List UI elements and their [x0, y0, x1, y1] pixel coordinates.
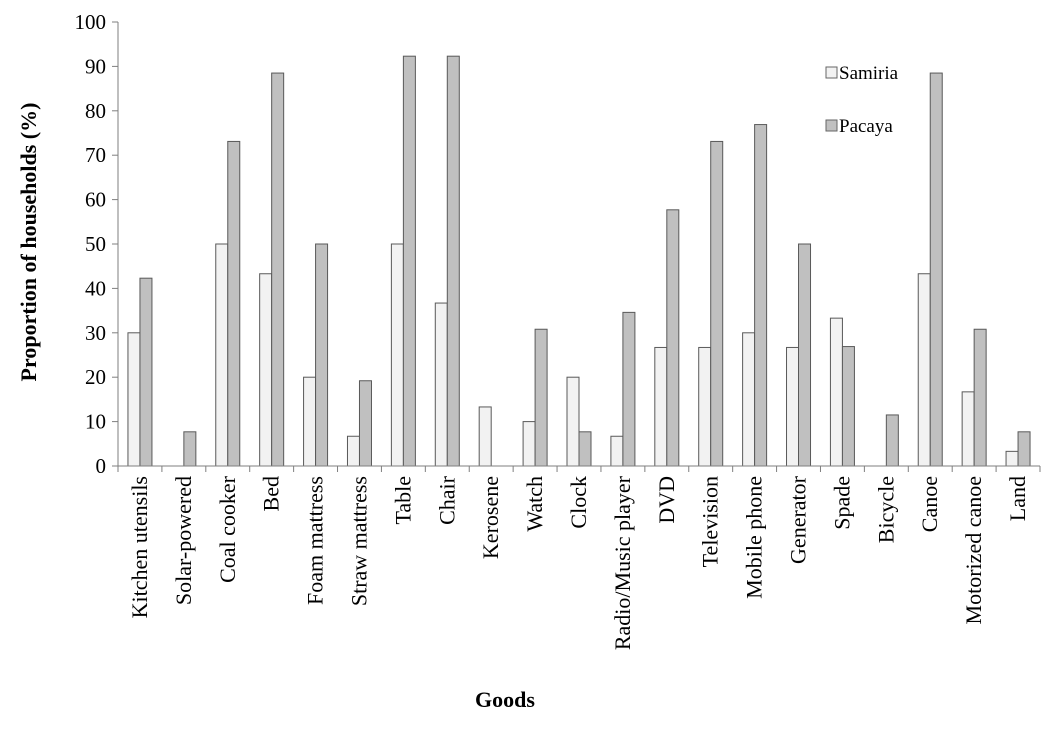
x-tick-label-spade: Spade: [829, 476, 854, 530]
bar-pacaya-bicycle: [885, 414, 899, 467]
y-tick-label: 80: [85, 99, 106, 123]
x-tick-label-coal-cooker: Coal cooker: [215, 475, 240, 583]
x-tick-label-television: Television: [698, 476, 723, 567]
legend-label-samiria: Samiria: [839, 63, 899, 84]
bar-pacaya-motorized-canoe: [973, 328, 987, 467]
bar-samiria-bed: [259, 273, 273, 467]
y-tick-label: 70: [85, 143, 106, 167]
y-tick-label: 20: [85, 365, 106, 389]
bar-pacaya-dvd: [666, 209, 680, 467]
x-tick-label-chair: Chair: [434, 475, 459, 525]
x-axis-title: Goods: [475, 687, 535, 712]
bar-pacaya-mobile-phone: [754, 124, 768, 467]
bar-samiria-canoe: [917, 273, 931, 467]
y-tick-label: 30: [85, 321, 106, 345]
bar-samiria-table: [390, 243, 404, 467]
x-axis-labels: Kitchen utensils Solar-powered Coal cooker…: [127, 475, 1030, 650]
bar-pacaya-land: [1017, 431, 1031, 467]
x-tick-label-canoe: Canoe: [917, 476, 942, 532]
bar-samiria-radio-music-player: [610, 435, 624, 467]
y-tick-label: 10: [85, 410, 106, 434]
y-tick-label: 40: [85, 276, 106, 300]
legend-swatch-samiria: [825, 66, 838, 79]
bar-samiria-generator: [786, 346, 800, 467]
x-tick-label-mobile-phone: Mobile phone: [742, 476, 767, 599]
y-tick-label: 60: [85, 188, 106, 212]
bar-samiria-television: [698, 346, 712, 467]
bar-pacaya-solar-powered: [183, 431, 197, 467]
bars: [127, 55, 1031, 467]
bar-pacaya-clock: [578, 431, 592, 467]
bar-samiria-mobile-phone: [742, 332, 756, 467]
legend: Samiria Pacaya: [825, 63, 899, 137]
x-tick-label-table: Table: [390, 476, 415, 525]
bar-pacaya-bed: [271, 72, 285, 467]
bar-pacaya-table: [402, 55, 416, 467]
bar-pacaya-straw-mattress: [358, 380, 372, 467]
bar-samiria-motorized-canoe: [961, 391, 975, 467]
legend-label-pacaya: Pacaya: [839, 116, 893, 137]
x-tick-label-solar-powered: Solar-powered: [171, 476, 196, 605]
bar-pacaya-watch: [534, 328, 548, 467]
axes: [117, 22, 1041, 472]
x-tick-label-motorized-canoe: Motorized canoe: [961, 476, 986, 624]
bar-samiria-straw-mattress: [346, 435, 360, 467]
bar-pacaya-spade: [841, 346, 855, 467]
bar-samiria-kitchen-utensils: [127, 332, 141, 467]
bar-samiria-watch: [522, 421, 536, 467]
bar-samiria-dvd: [654, 346, 668, 467]
legend-swatch-pacaya: [825, 119, 838, 132]
bar-pacaya-kitchen-utensils: [139, 277, 153, 467]
y-axis-ticks: 0 10 20 30 40 50 60 70 80 90 100: [75, 10, 118, 478]
bar-samiria-spade: [829, 317, 843, 467]
x-tick-label-watch: Watch: [522, 476, 547, 532]
x-tick-label-generator: Generator: [786, 475, 811, 564]
x-tick-label-radio-music-player: Radio/Music player: [610, 475, 635, 650]
x-tick-label-kitchen-utensils: Kitchen utensils: [127, 476, 152, 618]
x-tick-label-foam-mattress: Foam mattress: [303, 476, 328, 605]
y-tick-label: 50: [85, 232, 106, 256]
bar-samiria-foam-mattress: [303, 376, 317, 467]
bar-samiria-clock: [566, 376, 580, 467]
bar-samiria-kerosene: [478, 406, 492, 467]
x-tick-label-kerosene: Kerosene: [478, 476, 503, 559]
bar-samiria-chair: [434, 302, 448, 467]
bar-pacaya-coal-cooker: [227, 140, 241, 467]
bar-pacaya-television: [710, 140, 724, 467]
bar-pacaya-generator: [798, 243, 812, 467]
y-tick-label: 90: [85, 54, 106, 78]
bar-samiria-land: [1005, 450, 1019, 467]
x-tick-label-land: Land: [1005, 476, 1030, 521]
x-tick-label-bed: Bed: [259, 476, 284, 511]
y-tick-label: 100: [75, 10, 107, 34]
bar-pacaya-canoe: [929, 72, 943, 467]
y-axis-title: Proportion of households (%): [16, 103, 41, 382]
bar-samiria-coal-cooker: [215, 243, 229, 467]
x-tick-label-straw-mattress: Straw mattress: [346, 476, 371, 606]
bar-pacaya-radio-music-player: [622, 311, 636, 467]
x-tick-label-dvd: DVD: [654, 476, 679, 524]
x-tick-label-bicycle: Bicycle: [873, 476, 898, 543]
bar-pacaya-foam-mattress: [315, 243, 329, 467]
x-tick-label-clock: Clock: [566, 476, 591, 529]
y-tick-label: 0: [96, 454, 107, 478]
bar-pacaya-chair: [446, 55, 460, 467]
